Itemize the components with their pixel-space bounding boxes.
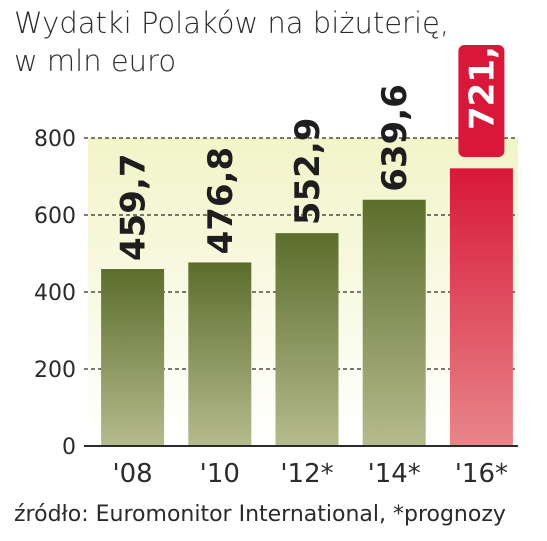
bar <box>188 262 252 446</box>
source-note: źródło: Euromonitor International, *prog… <box>14 502 506 527</box>
value-label: 476,8 <box>201 147 241 255</box>
value-label: 552,9 <box>288 118 328 226</box>
x-tick-label: '14* <box>368 459 421 489</box>
chart-title: Wydatki Polaków na biżuterię, w mln euro <box>14 4 449 80</box>
bars <box>101 168 513 446</box>
title-line-1: Wydatki Polaków na biżuterię, <box>14 6 450 40</box>
value-label: 459,7 <box>114 153 154 261</box>
y-tick-label: 200 <box>34 358 76 383</box>
y-tick-label: 0 <box>62 435 76 460</box>
x-tick-label: '12* <box>280 459 333 489</box>
bar <box>101 269 165 446</box>
y-axis-ticks: 0 200 400 600 800 <box>34 127 76 460</box>
highlight-label-background <box>458 45 505 157</box>
x-tick-label: '10 <box>200 459 240 489</box>
x-tick-label: '08 <box>112 459 152 489</box>
value-label: 639,6 <box>375 84 415 192</box>
value-labels: 459,7 476,8 552,9 639,6 721,2 <box>114 22 505 261</box>
y-tick-label: 400 <box>34 281 76 306</box>
bar <box>362 199 426 446</box>
x-axis-ticks: '08 '10 '12* '14* '16* <box>112 459 508 489</box>
value-label: 721,2 <box>462 22 502 130</box>
title-line-2: w mln euro <box>14 44 177 78</box>
bar <box>449 168 513 446</box>
bar <box>275 233 339 446</box>
bar-chart: 0 200 400 600 800 '08 '10 '12* '14* '16* 459,7 47… <box>34 22 518 489</box>
y-tick-label: 600 <box>34 204 76 229</box>
x-tick-label: '16* <box>455 459 508 489</box>
y-tick-label: 800 <box>34 127 76 152</box>
